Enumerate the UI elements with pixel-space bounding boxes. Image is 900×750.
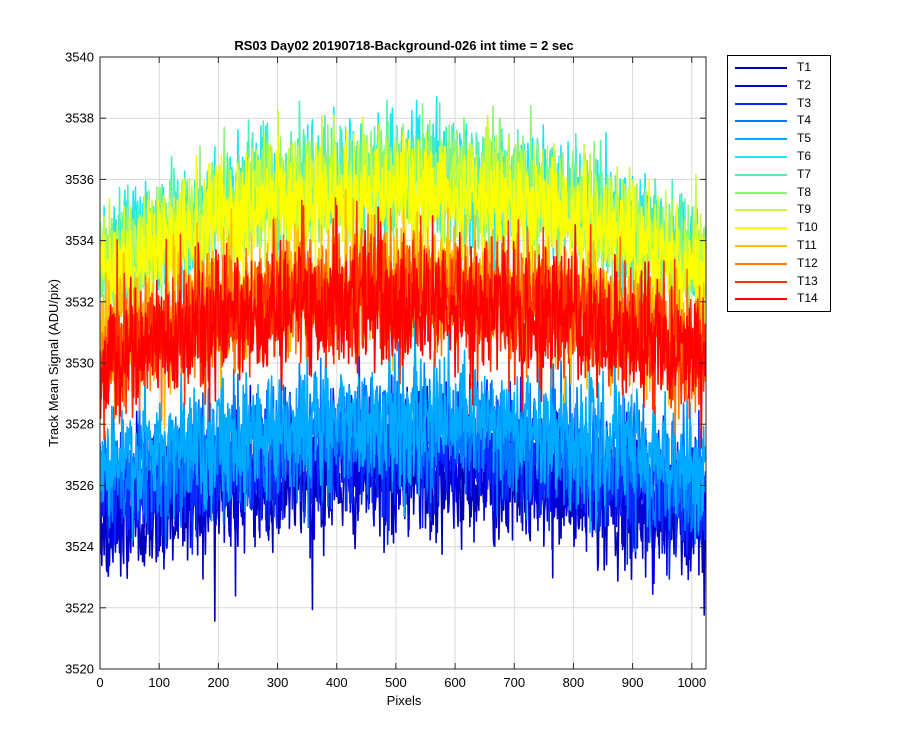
axis-ticks: 0 100 200 300 400 500 600 700 800 900 1000 3520 3522…: [65, 50, 706, 691]
x-tick-label: 500: [385, 675, 407, 690]
x-tick-label: 700: [503, 675, 525, 690]
y-tick-label: 3534: [65, 233, 94, 248]
legend-item-t9: T9: [728, 201, 830, 219]
legend-swatch: [735, 209, 787, 212]
y-axis-label: Track Mean Signal (ADU/pix): [46, 279, 61, 447]
series-lines: [100, 95, 706, 622]
legend-label: T14: [797, 291, 818, 306]
legend-item-t4: T4: [728, 112, 830, 130]
legend-label: T11: [797, 237, 817, 252]
series-line-t10: [100, 129, 706, 342]
x-tick-label: 800: [563, 675, 585, 690]
legend-swatch: [735, 191, 787, 194]
legend-swatch: [735, 120, 787, 123]
legend-label: T5: [797, 131, 812, 146]
legend-item-t11: T11: [728, 237, 830, 255]
x-tick-label: 400: [326, 675, 348, 690]
legend-swatch: [735, 262, 787, 265]
legend-item-t7: T7: [728, 166, 830, 184]
legend-label: T7: [797, 166, 812, 181]
legend-item-t10: T10: [728, 219, 830, 237]
y-tick-label: 3522: [65, 600, 94, 615]
legend-label: T10: [797, 220, 818, 235]
legend-swatch: [735, 280, 787, 283]
y-tick-label: 3540: [65, 50, 94, 65]
x-tick-label: 300: [267, 675, 289, 690]
x-axis-label: Pixels: [387, 693, 422, 708]
y-tick-label: 3520: [65, 662, 94, 677]
legend-label: T13: [797, 273, 818, 288]
legend-label: T9: [797, 202, 812, 217]
y-tick-label: 3536: [65, 172, 94, 187]
legend-item-t1: T1: [728, 59, 830, 77]
legend-swatch: [735, 155, 787, 158]
legend-swatch: [735, 84, 787, 87]
legend-label: T4: [797, 113, 812, 128]
legend-item-t3: T3: [728, 95, 830, 113]
legend: T1 T2 T3 T4 T5 T6 T7 T8 T9 T10 T11 T12 T13 T14: [727, 55, 831, 312]
y-tick-label: 3528: [65, 417, 94, 432]
series-line-t5: [100, 306, 706, 545]
y-tick-label: 3524: [65, 539, 94, 554]
y-tick-label: 3538: [65, 111, 94, 126]
y-tick-label: 3532: [65, 294, 94, 309]
legend-swatch: [735, 244, 787, 247]
legend-label: T1: [797, 60, 812, 74]
legend-label: T12: [797, 255, 818, 270]
legend-item-t14: T14: [728, 290, 830, 308]
legend-label: T2: [797, 77, 812, 92]
legend-swatch: [735, 298, 787, 301]
legend-swatch: [735, 67, 787, 69]
x-tick-label: 100: [148, 675, 170, 690]
legend-swatch: [735, 102, 787, 105]
legend-swatch: [735, 227, 787, 230]
x-tick-label: 200: [208, 675, 230, 690]
x-tick-label: 0: [96, 675, 103, 690]
legend-item-t13: T13: [728, 273, 830, 291]
legend-item-t8: T8: [728, 184, 830, 202]
y-tick-label: 3526: [65, 478, 94, 493]
legend-label: T6: [797, 148, 812, 163]
x-tick-label: 1000: [677, 675, 706, 690]
legend-item-t2: T2: [728, 77, 830, 95]
legend-label: T3: [797, 95, 812, 110]
legend-swatch: [735, 138, 787, 141]
legend-item-t12: T12: [728, 255, 830, 273]
y-tick-label: 3530: [65, 356, 94, 371]
legend-label: T8: [797, 184, 812, 199]
legend-item-t6: T6: [728, 148, 830, 166]
legend-swatch: [735, 173, 787, 176]
chart-title: RS03 Day02 20190718-Background-026 int t…: [234, 38, 573, 53]
series-line-t14: [100, 204, 706, 449]
x-tick-label: 600: [444, 675, 466, 690]
legend-item-t5: T5: [728, 130, 830, 148]
x-tick-label: 900: [622, 675, 644, 690]
